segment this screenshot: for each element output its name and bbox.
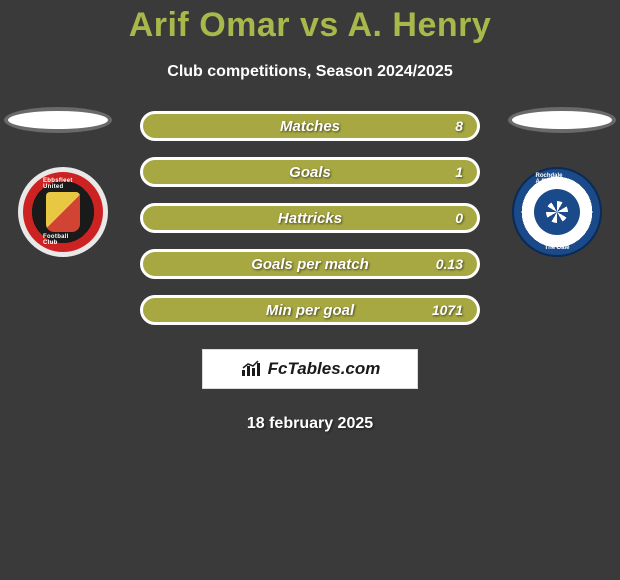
subtitle: Club competitions, Season 2024/2025 xyxy=(0,63,620,81)
right-club-badge: Rochdale A.F.C The Dale xyxy=(512,167,602,257)
stat-row: Matches 8 xyxy=(140,111,480,141)
stat-label: Goals xyxy=(289,164,331,181)
stat-label: Hattricks xyxy=(278,210,342,227)
stat-value: 0.13 xyxy=(436,256,463,272)
stat-label: Goals per match xyxy=(251,256,369,273)
shield-icon xyxy=(46,192,80,232)
player-left-placeholder xyxy=(4,107,112,133)
stat-value: 0 xyxy=(455,210,463,226)
stat-label: Matches xyxy=(280,118,340,135)
right-club-name: Rochdale A.F.C xyxy=(536,173,579,185)
stat-value: 1071 xyxy=(432,302,463,318)
stat-bars: Matches 8 Goals 1 Hattricks 0 Goals per … xyxy=(140,111,480,325)
stat-row: Goals per match 0.13 xyxy=(140,249,480,279)
date-text: 18 february 2025 xyxy=(0,415,620,433)
comparison-area: Ebbsfleet United Football Club Rochdale … xyxy=(0,111,620,433)
stat-row: Hattricks 0 xyxy=(140,203,480,233)
page-title: Arif Omar vs A. Henry xyxy=(0,0,620,45)
player-right-placeholder xyxy=(508,107,616,133)
seal-icon xyxy=(534,189,580,235)
brand-box: FcTables.com xyxy=(202,349,418,389)
stat-value: 1 xyxy=(455,164,463,180)
left-club-badge: Ebbsfleet United Football Club xyxy=(18,167,108,257)
stat-value: 8 xyxy=(455,118,463,134)
right-club-footer: The Dale xyxy=(544,245,569,251)
stat-row: Goals 1 xyxy=(140,157,480,187)
stat-label: Min per goal xyxy=(266,302,354,319)
left-club-name: Ebbsfleet United xyxy=(43,178,83,190)
chart-icon xyxy=(240,360,262,378)
brand-text: FcTables.com xyxy=(268,359,381,379)
football-icon xyxy=(546,201,568,223)
stat-row: Min per goal 1071 xyxy=(140,295,480,325)
left-club-footer: Football Club xyxy=(43,234,83,246)
